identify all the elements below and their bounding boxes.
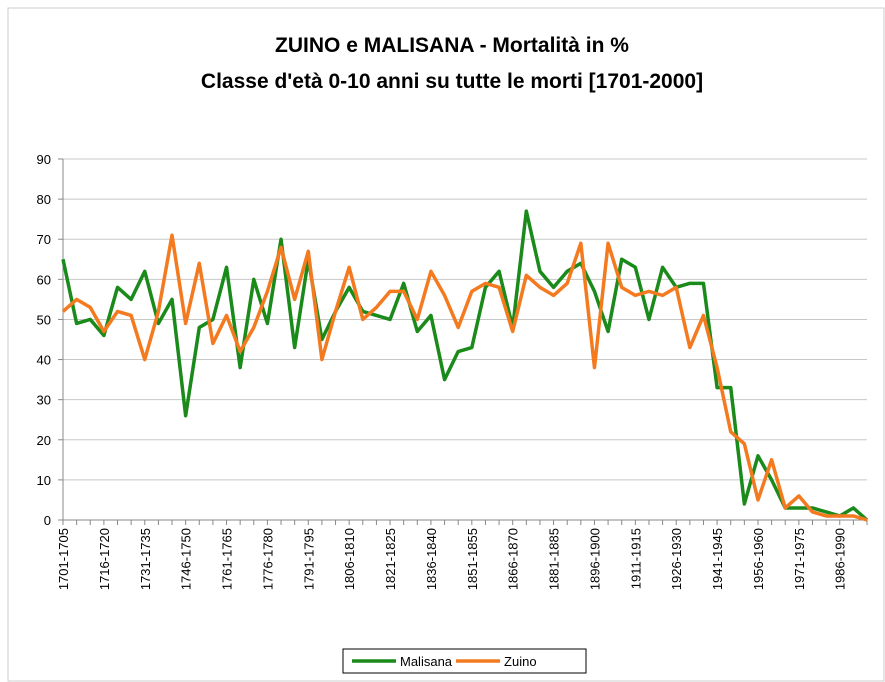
chart-title: Classe d'età 0-10 anni su tutte le morti… [201, 70, 703, 93]
legend-label: Malisana [400, 654, 453, 669]
y-tick-label: 60 [37, 272, 51, 287]
legend: Malisana Zuino [342, 648, 587, 674]
x-tick-label: 1896-1900 [587, 528, 602, 590]
x-tick-label: 1821-1825 [383, 528, 398, 590]
x-tick-label: 1761-1765 [220, 528, 235, 590]
x-tick-label: 1806-1810 [342, 528, 357, 590]
y-tick-label: 50 [37, 312, 51, 327]
series-line [61, 233, 868, 522]
x-tick-label: 1941-1945 [710, 528, 725, 590]
y-tick-label: 10 [37, 473, 51, 488]
x-tick-label: 1836-1840 [424, 528, 439, 590]
x-tick-label: 1866-1870 [506, 528, 521, 590]
x-tick-label: 1881-1885 [547, 528, 562, 590]
series-line [61, 209, 869, 522]
x-tick-label: 1971-1975 [792, 528, 807, 590]
x-tick-label: 1776-1780 [260, 528, 275, 590]
x-tick-label: 1716-1720 [97, 528, 112, 590]
x-tick-label: 1956-1960 [751, 528, 766, 590]
x-tick-label: 1926-1930 [669, 528, 684, 590]
x-tick-label: 1701-1705 [56, 528, 71, 590]
x-tick-label: 1986-1990 [833, 528, 848, 590]
x-tick-label: 1731-1735 [138, 528, 153, 590]
y-tick-label: 40 [37, 353, 51, 368]
y-tick-label: 80 [37, 192, 51, 207]
x-tick-label: 1746-1750 [179, 528, 194, 590]
y-tick-label: 70 [37, 232, 51, 247]
y-tick-label: 20 [37, 433, 51, 448]
x-tick-label: 1851-1855 [465, 528, 480, 590]
legend-label: Zuino [504, 654, 537, 669]
y-tick-label: 0 [44, 513, 51, 528]
x-tick-label: 1911-1915 [628, 528, 643, 589]
y-tick-label: 30 [37, 393, 51, 408]
x-tick-label: 1791-1795 [301, 528, 316, 590]
y-tick-label: 90 [37, 152, 51, 167]
chart-title: ZUINO e MALISANA - Mortalità in % [275, 34, 629, 57]
chart-frame [7, 7, 885, 682]
